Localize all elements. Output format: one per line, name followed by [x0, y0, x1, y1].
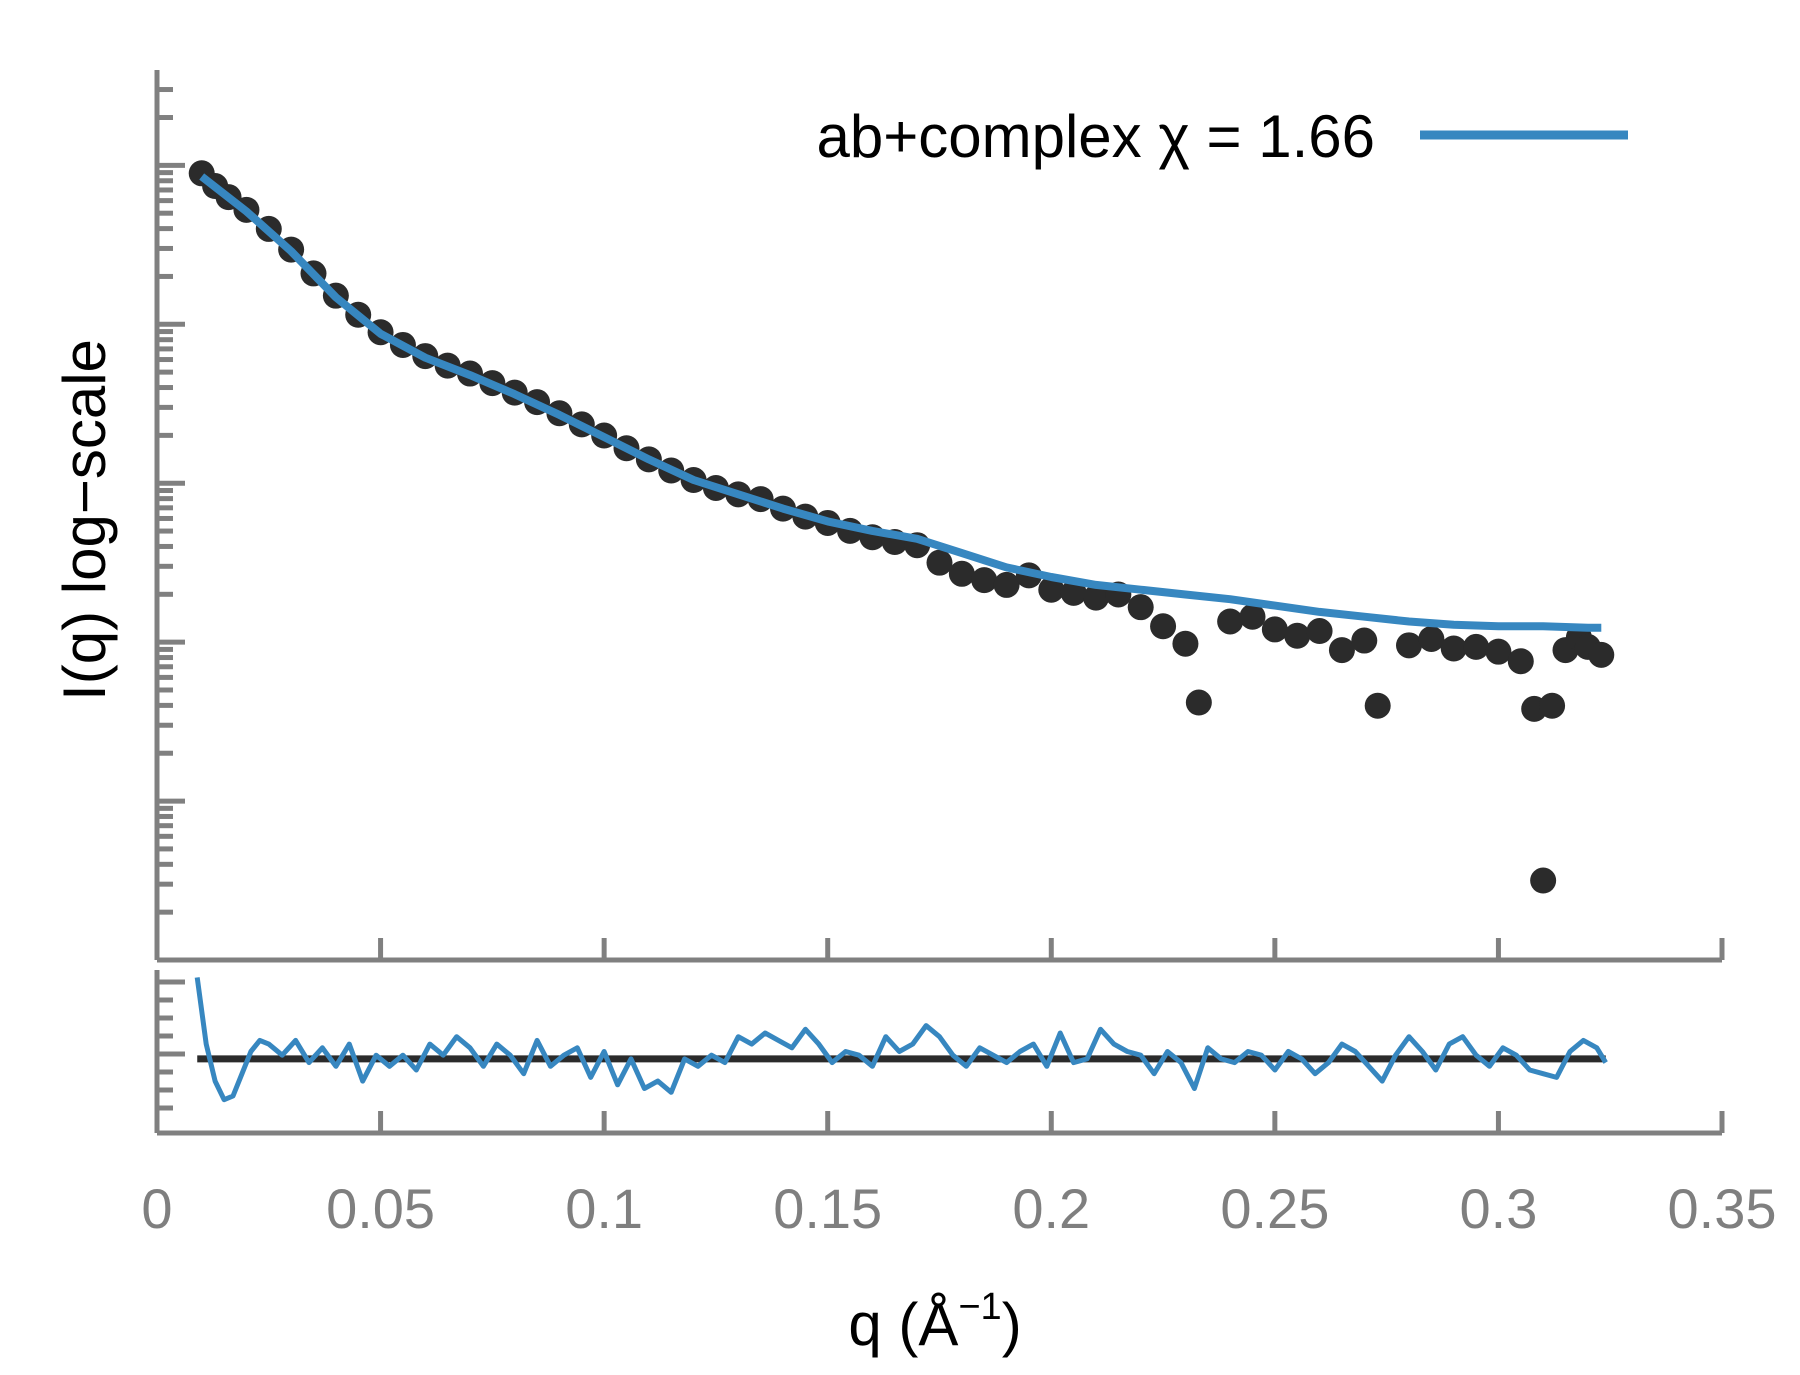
x-axis-label-exponent: −1: [958, 1286, 1001, 1328]
data-point: [1396, 632, 1422, 659]
x-tick-label: 0.25: [1220, 1177, 1329, 1240]
x-tick-label: 0.05: [326, 1177, 435, 1240]
x-tick-label: 0.15: [773, 1177, 882, 1240]
data-point: [971, 567, 998, 594]
x-tick-label: 0: [141, 1177, 172, 1240]
data-point: [1530, 867, 1557, 894]
residual-panel: [194, 977, 1608, 1103]
data-point: [1150, 613, 1177, 640]
data-point: [1507, 648, 1534, 675]
residual-line: [194, 977, 1608, 1103]
data-point: [1351, 627, 1378, 654]
x-axis-label-close: ): [1002, 1291, 1022, 1358]
data-point: [1083, 584, 1109, 611]
fit-line: [199, 173, 1602, 632]
data-point: [1185, 689, 1212, 716]
legend-label: ab+complex χ = 1.66: [816, 103, 1375, 170]
data-point: [1284, 622, 1311, 649]
data-point: [1038, 576, 1065, 603]
x-axis-label-main: q (Å: [848, 1291, 958, 1358]
data-point: [1418, 625, 1445, 652]
x-tick-label: 0.3: [1459, 1177, 1537, 1240]
x-tick-label: 0.2: [1012, 1177, 1090, 1240]
data-point: [1328, 637, 1355, 664]
data-point: [948, 560, 975, 587]
legend: ab+complex χ = 1.66: [816, 103, 1628, 170]
data-point: [1485, 638, 1512, 665]
y-axis-label: I(q) log−scale: [51, 339, 118, 701]
data-point: [1440, 635, 1467, 662]
data-point: [1539, 692, 1566, 719]
data-point: [1127, 594, 1154, 621]
x-tick-labels: 0 0.05 0.1 0.15 0.2 0.25 0.3 0.35: [141, 1177, 1776, 1240]
data-point: [993, 571, 1020, 598]
data-point: [1261, 616, 1288, 643]
data-point: [1588, 641, 1615, 668]
axes: [154, 70, 1725, 1136]
intensity-panel: [188, 160, 1615, 894]
data-point: [1217, 608, 1244, 635]
data-point: [1306, 618, 1333, 645]
x-tick-label: 0.35: [1668, 1177, 1777, 1240]
data-point: [1172, 630, 1199, 657]
data-point: [1239, 603, 1266, 630]
data-point: [926, 549, 953, 576]
data-point: [1463, 633, 1490, 660]
data-point: [1060, 579, 1087, 606]
data-point: [1364, 692, 1391, 719]
x-axis-label: q (Å−1): [848, 1286, 1021, 1358]
x-tick-label: 0.1: [565, 1177, 643, 1240]
